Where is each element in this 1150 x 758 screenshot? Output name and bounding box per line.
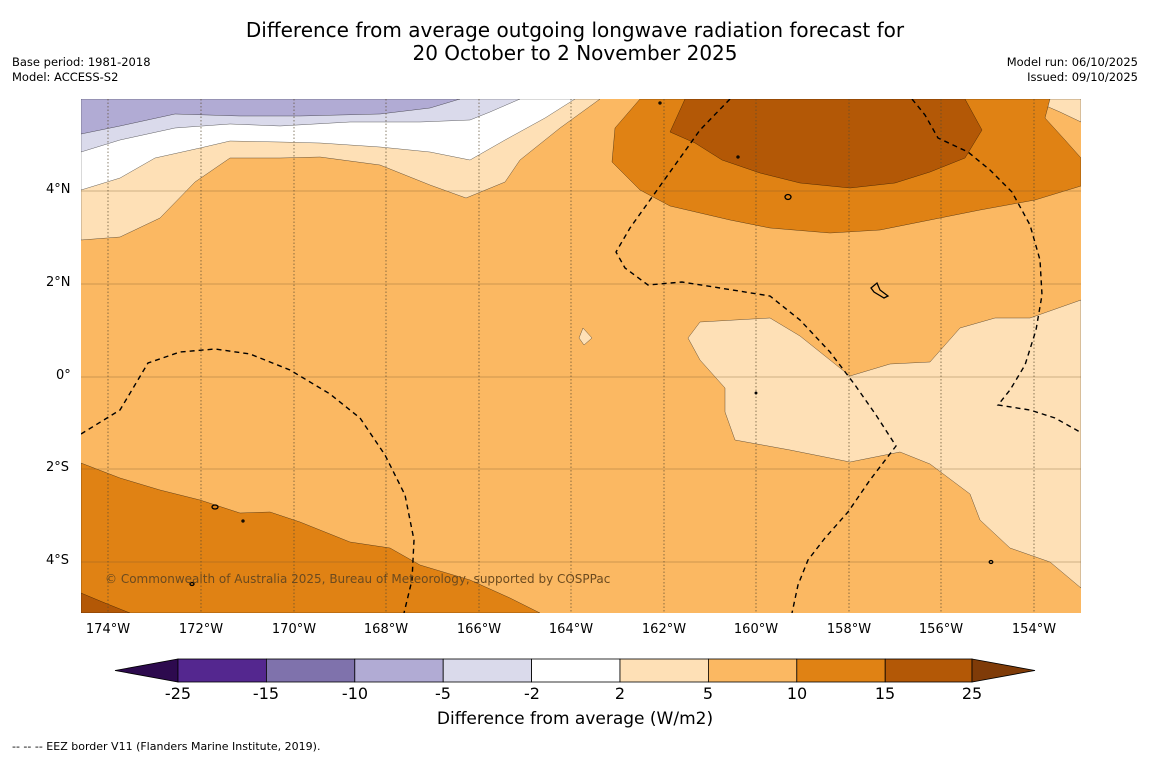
lat-label-2n: 2°N (46, 275, 71, 290)
islands (189, 101, 994, 587)
lon-label-174w: 174°W (85, 622, 131, 637)
graticule (81, 190, 1081, 563)
eez-border-central-north (615, 99, 897, 613)
footnote-eez: -- -- -- EEZ border V11 (Flanders Marine… (12, 740, 321, 753)
colorbar-extend-low (114, 658, 179, 683)
map-panel (81, 99, 1081, 613)
island-9 (754, 391, 758, 395)
colorbar-seg-neg15-neg10 (265, 658, 356, 683)
meta-left: Base period: 1981-2018 Model: ACCESS-S2 (12, 55, 151, 85)
field-2-5-northeast (1029, 99, 1081, 123)
island-5 (988, 559, 994, 565)
colorbar-seg-neg5-neg2 (442, 658, 533, 683)
model-run: Model run: 06/10/2025 (1006, 55, 1138, 69)
lat-label-4s: 4°S (46, 553, 70, 568)
colorbar-tick: -2 (524, 684, 540, 703)
colorbar-seg-10-15 (796, 658, 886, 683)
island-3 (211, 504, 219, 510)
lon-label-154w: 154°W (1011, 622, 1057, 637)
lon-label-170w: 170°W (271, 622, 317, 637)
island-7 (736, 155, 740, 159)
eez-border-east (911, 99, 1081, 433)
eez-border-west (81, 348, 415, 613)
field-15-25-southwest (81, 592, 131, 613)
colorbar-tick: -25 (164, 684, 192, 703)
colorbar-seg-5-10 (708, 658, 798, 683)
lon-label-166w: 166°W (456, 622, 502, 637)
lon-label-164w: 164°W (548, 622, 594, 637)
title-line-1: Difference from average outgoing longwav… (245, 18, 905, 42)
colorbar-seg-neg10-neg5 (354, 658, 444, 683)
colorbar-extend-high (971, 658, 1036, 683)
meta-right: Model run: 06/10/2025 Issued: 09/10/2025 (1007, 55, 1138, 85)
colorbar-seg-neg2-2 (531, 658, 621, 683)
lon-label-168w: 168°W (363, 622, 409, 637)
map-title: Difference from average outgoing longwav… (0, 19, 1150, 65)
colorbar-tick: 15 (874, 684, 896, 703)
island-1 (784, 193, 792, 201)
colorbar-tick: -5 (435, 684, 451, 703)
title-line-2: 20 October to 2 November 2025 (412, 41, 738, 65)
colorbar-tick: 25 (961, 684, 983, 703)
colorbar-title: Difference from average (W/m2) (436, 709, 714, 729)
eez-borders (81, 99, 1081, 613)
issued-date: Issued: 09/10/2025 (1027, 70, 1138, 84)
field-2-5-east (687, 299, 1081, 589)
lat-label-equator: 0° (56, 368, 71, 383)
field-2-5-patch (578, 327, 593, 346)
lat-label-4n: 4°N (46, 182, 71, 197)
copyright-notice: © Commonwealth of Australia 2025, Bureau… (105, 572, 611, 586)
colorbar-seg-15-25 (884, 658, 973, 683)
colorbar-tick: 2 (614, 684, 626, 703)
island-6 (658, 101, 662, 105)
island-2 (870, 281, 890, 299)
base-period: Base period: 1981-2018 (12, 55, 151, 69)
colorbar-tick: 10 (786, 684, 808, 703)
lon-label-160w: 160°W (733, 622, 779, 637)
island-4 (189, 581, 195, 587)
colorbar-tick: 5 (702, 684, 714, 703)
island-8 (241, 519, 245, 523)
lon-label-156w: 156°W (918, 622, 964, 637)
lon-label-162w: 162°W (641, 622, 687, 637)
lon-label-158w: 158°W (826, 622, 872, 637)
field-neg5-neg10 (81, 99, 461, 135)
colorbar-tick: -10 (341, 684, 369, 703)
colorbar (114, 658, 1036, 683)
model-name: Model: ACCESS-S2 (12, 70, 119, 84)
field-10-15-southwest (81, 462, 541, 613)
lat-label-2s: 2°S (46, 460, 70, 475)
colorbar-seg-neg25-neg15 (177, 658, 267, 683)
colorbar-seg-2-5 (619, 658, 709, 683)
lon-label-172w: 172°W (178, 622, 224, 637)
field-15-25-north (669, 99, 983, 189)
colorbar-tick: -15 (252, 684, 280, 703)
meridians (107, 99, 1035, 613)
